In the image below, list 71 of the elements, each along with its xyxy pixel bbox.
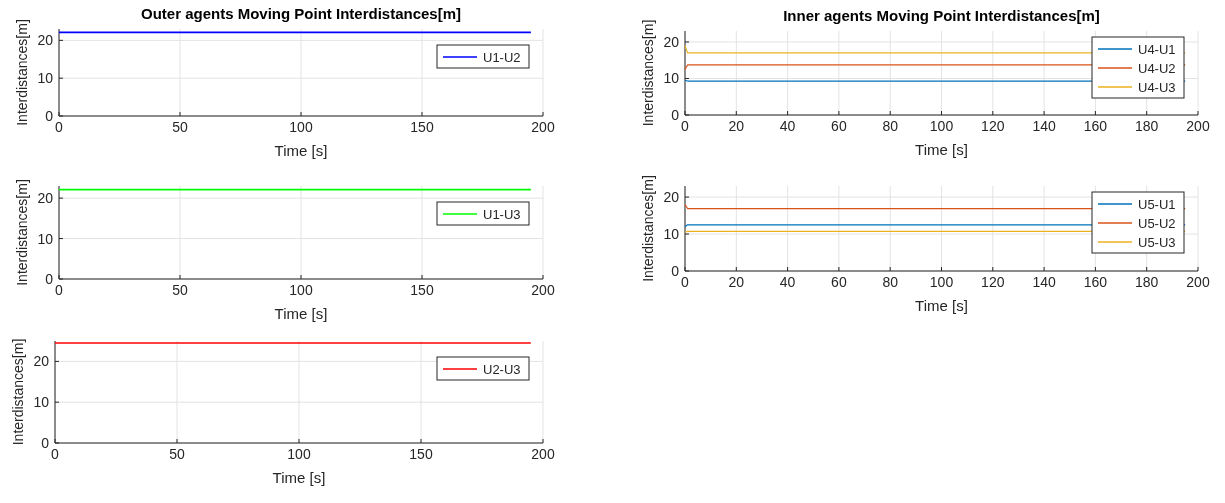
y-tick-label: 10 — [663, 226, 680, 243]
x-tick-label: 0 — [55, 282, 64, 298]
y-tick-label: 10 — [37, 230, 54, 247]
x-tick-label: 50 — [172, 119, 188, 135]
x-tick-label: 100 — [929, 274, 954, 290]
x-tick-label: 40 — [779, 118, 796, 134]
x-tick-label: 180 — [1135, 274, 1159, 290]
x-tick-label: 20 — [728, 274, 745, 290]
y-tick-label: 20 — [663, 189, 680, 206]
y-axis-title: Interdistances[m] — [10, 338, 26, 446]
x-tick-label: 40 — [779, 274, 796, 290]
x-tick-label: 200 — [531, 446, 555, 462]
x-tick-label: 0 — [681, 274, 690, 290]
chart-title: Inner agents Moving Point Interdistances[m] — [783, 7, 1100, 24]
x-tick-label: 100 — [289, 282, 313, 298]
x-tick-label: 100 — [289, 119, 313, 135]
x-tick-label: 200 — [1186, 118, 1210, 134]
x-tick-label: 80 — [882, 274, 899, 290]
x-tick-label: 50 — [169, 446, 185, 462]
x-tick-label: 0 — [55, 119, 64, 135]
legend-label: U4-U3 — [1138, 80, 1176, 95]
legend-label: U2-U3 — [483, 362, 521, 377]
y-tick-label: 0 — [671, 263, 680, 279]
x-axis-title: Time [s] — [915, 297, 968, 314]
legend-label: U4-U1 — [1138, 42, 1176, 57]
x-tick-label: 60 — [831, 274, 847, 290]
y-tick-label: 20 — [33, 353, 50, 370]
x-tick-label: 80 — [882, 118, 899, 134]
x-tick-label: 200 — [531, 282, 555, 298]
y-tick-label: 0 — [45, 108, 54, 124]
chart-title: Outer agents Moving Point Interdistances[m] — [140, 5, 462, 22]
x-tick-label: 140 — [1032, 274, 1056, 290]
x-tick-label: 50 — [172, 282, 188, 298]
x-tick-label: 180 — [1135, 118, 1159, 134]
legend-label: U1-U3 — [483, 207, 521, 222]
y-axis-title: Interdistances[m] — [640, 19, 656, 127]
y-axis-title: Interdistances[m] — [14, 19, 30, 126]
legend-label: U5-U2 — [1138, 216, 1176, 231]
x-tick-label: 160 — [1083, 274, 1108, 290]
legend-label: U5-U1 — [1138, 197, 1176, 212]
x-tick-label: 0 — [681, 118, 690, 134]
x-tick-label: 20 — [728, 118, 745, 134]
x-tick-label: 160 — [1083, 118, 1108, 134]
x-tick-label: 140 — [1032, 118, 1056, 134]
y-tick-label: 20 — [663, 33, 680, 50]
x-tick-label: 120 — [981, 274, 1005, 290]
x-tick-label: 200 — [531, 119, 555, 135]
x-tick-label: 150 — [409, 446, 433, 462]
legend-label: U4-U2 — [1138, 61, 1176, 76]
x-tick-label: 150 — [410, 282, 434, 298]
x-tick-label: 200 — [1186, 274, 1210, 290]
y-tick-label: 0 — [671, 107, 680, 123]
y-tick-label: 20 — [37, 190, 54, 207]
x-axis-title: Time [s] — [915, 141, 968, 158]
y-tick-label: 10 — [663, 70, 680, 87]
y-axis-title: Interdistances[m] — [14, 179, 30, 286]
y-tick-label: 10 — [37, 70, 54, 87]
y-tick-label: 10 — [33, 394, 50, 411]
legend-label: U1-U2 — [483, 50, 521, 65]
x-axis-title: Time [s] — [272, 469, 326, 486]
x-axis-title: Time [s] — [274, 305, 328, 322]
legend-label: U5-U3 — [1138, 235, 1176, 250]
x-tick-label: 150 — [410, 119, 434, 135]
y-axis-title: Interdistances[m] — [640, 175, 656, 282]
y-tick-label: 20 — [37, 32, 54, 49]
x-tick-label: 60 — [831, 118, 847, 134]
x-tick-label: 100 — [929, 118, 954, 134]
x-tick-label: 120 — [981, 118, 1005, 134]
x-axis-title: Time [s] — [274, 142, 328, 159]
y-tick-label: 0 — [41, 435, 50, 451]
x-tick-label: 100 — [287, 446, 311, 462]
